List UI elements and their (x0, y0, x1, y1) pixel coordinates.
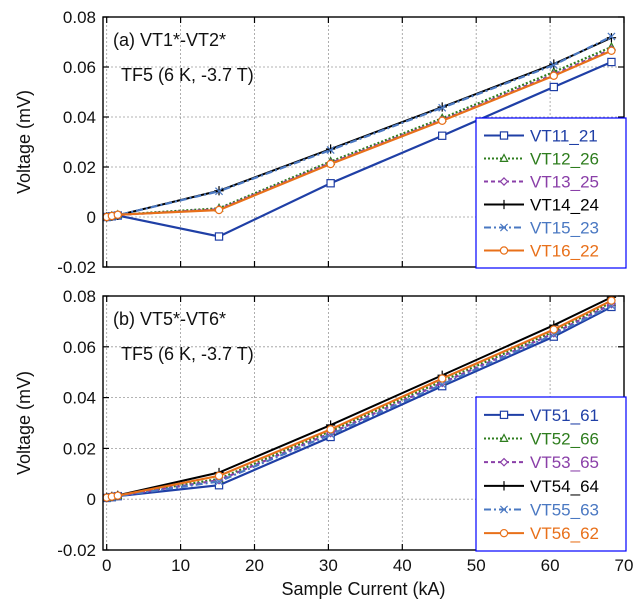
data-point (438, 131, 447, 140)
x-tick-label: 30 (319, 556, 338, 575)
data-point (549, 60, 558, 70)
legend-label: VT53_65 (530, 453, 599, 472)
data-point (607, 32, 616, 41)
y-tick-label: 0.02 (63, 158, 96, 177)
x-tick-label: 20 (245, 556, 264, 575)
panel-label: (a) VT1*-VT2* (113, 30, 226, 50)
data-point (326, 179, 335, 188)
x-axis-label: Sample Current (kA) (281, 579, 445, 599)
legend: VT11_21 VT12_26 VT13_25 VT14_24 VT15_23 VT16_… (475, 117, 627, 269)
legend-marker (499, 410, 509, 420)
legend-marker (499, 223, 509, 232)
legend-label: VT52_66 (530, 430, 599, 449)
data-point (326, 425, 335, 434)
y-tick-label: -0.02 (57, 258, 96, 277)
y-tick-label: -0.02 (57, 541, 96, 560)
data-point (549, 325, 558, 334)
data-point (607, 57, 616, 67)
legend-label: VT13_25 (530, 173, 599, 192)
y-tick-label: 0.06 (63, 58, 96, 77)
legend-box (475, 396, 627, 552)
data-point (438, 374, 447, 383)
legend-label: VT55_63 (530, 501, 599, 520)
legend-label: VT54_64 (530, 477, 599, 496)
data-point (214, 187, 224, 196)
legend-marker (499, 246, 509, 255)
data-point (438, 116, 447, 125)
chart-panel-b: -0.02 0 0.02 0.04 0.06 0.08 0 10 20 30 40 50 60 70 (b)… (14, 287, 633, 599)
x-tick-label: 50 (467, 556, 486, 575)
data-point (606, 33, 617, 43)
data-point (113, 491, 122, 500)
data-point (607, 296, 616, 305)
y-tick-label: 0.02 (63, 439, 96, 458)
legend-label: VT15_23 (530, 219, 599, 238)
y-tick-label: 0.04 (63, 389, 96, 408)
y-tick-label: 0.08 (63, 8, 96, 27)
data-point (549, 82, 558, 92)
data-point (214, 232, 224, 241)
legend-box (475, 117, 627, 269)
series-line-vt12-26 (106, 45, 612, 219)
chart-panel-a: -0.02 0 0.02 0.04 0.06 0.08 (a) VT1*-VT2* TF5 (… (14, 8, 627, 277)
legend-marker (499, 433, 509, 442)
legend-marker (499, 177, 509, 186)
series-line-vt53-65 (106, 303, 612, 500)
legend-label: VT51_61 (530, 406, 599, 425)
data-point (607, 46, 616, 55)
legend-marker (499, 505, 509, 514)
legend-marker (499, 528, 509, 538)
panel-subtitle: TF5 (6 K, -3.7 T) (121, 65, 254, 85)
y-tick-label: 0.06 (63, 338, 96, 357)
data-point (438, 103, 447, 112)
legend-marker (499, 199, 509, 210)
panel-label: (b) VT5*-VT6* (113, 309, 226, 329)
legend-marker (499, 131, 509, 140)
legend-marker (499, 457, 509, 467)
legend: VT51_61 VT52_66 VT53_65 VT54_64 VT55_63 VT56_… (475, 396, 627, 552)
legend-label: VT11_21 (530, 127, 598, 146)
data-point (549, 71, 558, 80)
data-point (214, 205, 224, 215)
x-tick-label: 40 (393, 556, 412, 575)
legend-label: VT56_62 (530, 524, 599, 543)
y-tick-label: 0.08 (63, 287, 96, 306)
x-tick-label: 10 (171, 556, 190, 575)
y-tick-label: 0.04 (63, 108, 96, 127)
y-axis-label: Voltage (mV) (14, 90, 34, 194)
data-point (326, 145, 335, 155)
legend-label: VT12_26 (530, 150, 599, 169)
x-tick-label: 60 (541, 556, 560, 575)
legend-label: VT14_24 (530, 196, 599, 215)
data-point (325, 144, 336, 154)
x-tick-label: 70 (615, 556, 634, 575)
legend-marker (499, 153, 509, 162)
y-axis-label: Voltage (mV) (14, 371, 34, 475)
plot-area (103, 296, 617, 503)
y-tick-label: 0 (87, 490, 96, 509)
y-tick-label: 0 (87, 208, 96, 227)
data-point (214, 471, 224, 481)
legend-label: VT16_22 (530, 242, 599, 261)
legend-marker (499, 481, 509, 491)
x-tick-label: 0 (102, 556, 111, 575)
plot-area (103, 32, 617, 241)
data-point (113, 210, 122, 219)
panel-subtitle: TF5 (6 K, -3.7 T) (121, 344, 254, 364)
data-point (326, 159, 335, 169)
